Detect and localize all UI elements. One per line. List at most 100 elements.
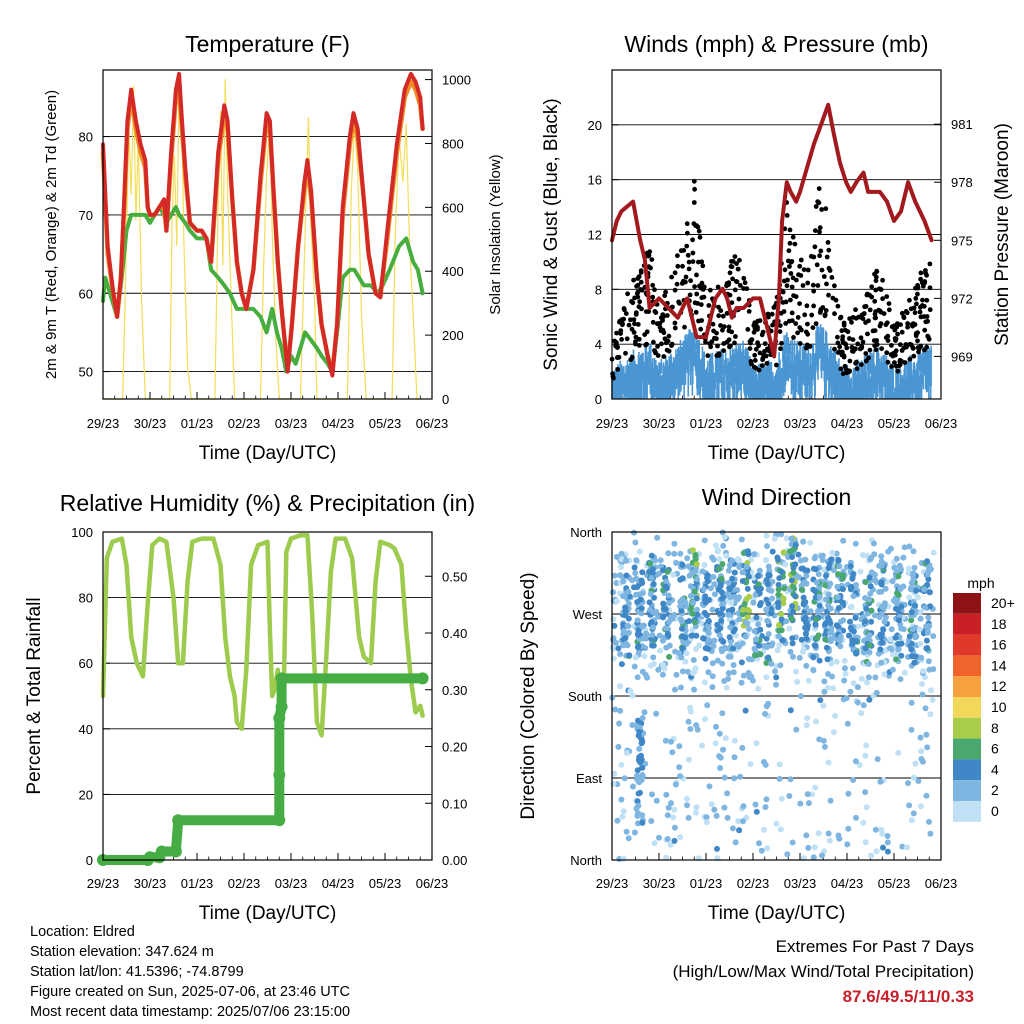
wind-gust-point xyxy=(817,225,823,231)
wind-gust-point xyxy=(803,345,809,351)
wind-gust-point xyxy=(917,309,923,315)
wind-direction-point xyxy=(691,619,698,626)
wind-direction-point xyxy=(929,696,936,703)
wind-gust-point xyxy=(684,221,690,227)
wind-gust-point xyxy=(862,304,867,310)
wind-direction-point xyxy=(626,593,633,600)
wind-direction-point xyxy=(757,626,764,633)
wind-direction-point xyxy=(634,617,641,624)
wind-direction-point xyxy=(793,726,800,733)
wind-direction-point xyxy=(908,699,915,706)
wind-direction-point xyxy=(865,661,872,667)
wind-gust-point xyxy=(809,312,815,318)
wind-gust-point xyxy=(716,351,722,356)
wind-direction-point xyxy=(825,759,832,766)
wind-direction-point xyxy=(773,674,780,681)
wind-direction-point xyxy=(771,535,778,542)
wind-direction-point xyxy=(866,596,872,603)
wind-gust-point xyxy=(672,320,678,326)
legend-swatch xyxy=(953,759,981,781)
wind-direction-point xyxy=(739,611,746,618)
wind-direction-point xyxy=(898,652,905,659)
wind-direction-point xyxy=(854,684,861,691)
wind-direction-point xyxy=(665,600,672,607)
x-tick-label: 06/23 xyxy=(925,876,958,891)
wind-direction-point xyxy=(669,749,676,756)
wind-direction-point xyxy=(757,651,764,658)
wind-direction-point xyxy=(803,832,810,839)
wind-gust-point xyxy=(610,374,616,379)
wind-direction-point xyxy=(659,671,666,678)
wind-gust-point xyxy=(781,278,787,284)
wind-direction-point xyxy=(872,826,879,833)
wind-direction-point xyxy=(911,659,918,666)
wind-direction-point xyxy=(653,797,660,804)
wind-direction-point xyxy=(618,796,625,803)
wind-direction-point xyxy=(895,592,902,599)
wind-direction-point xyxy=(610,616,617,623)
wind-direction-point xyxy=(725,653,732,660)
wind-direction-point xyxy=(762,710,768,717)
wind-direction-point xyxy=(923,637,930,644)
wind-direction-point xyxy=(797,693,804,700)
wind-direction-point xyxy=(726,586,733,593)
wind-gust-point xyxy=(915,338,920,344)
wind-gust-point xyxy=(771,305,777,310)
legend-label: 20+ xyxy=(991,595,1015,611)
wind-direction-point xyxy=(753,636,759,643)
wind-direction-point xyxy=(676,650,683,657)
x-tick-label: 04/23 xyxy=(322,416,355,431)
wind-gust-point xyxy=(850,315,856,320)
wind-gust-point xyxy=(699,280,705,286)
wind-direction-point xyxy=(901,669,908,676)
wind-gust-point xyxy=(788,297,793,303)
wind-direction-point xyxy=(841,657,848,664)
wind-gust-point xyxy=(654,321,660,327)
wind-direction-point xyxy=(613,580,620,586)
wind-direction-point xyxy=(852,614,859,621)
wind-gust-point xyxy=(804,303,810,309)
wind-gust-point xyxy=(924,297,930,303)
wind-direction-point xyxy=(684,555,691,562)
wind-direction-point xyxy=(868,852,875,859)
wind-direction-point xyxy=(660,600,667,607)
wind-direction-point xyxy=(691,686,698,693)
wind-direction-point xyxy=(745,551,752,558)
wind-gust-point xyxy=(810,325,816,330)
wind-gust-point xyxy=(837,344,843,350)
wind-gust-point xyxy=(783,299,789,305)
wind-direction-point xyxy=(867,583,874,590)
wind-direction-point xyxy=(811,555,818,562)
wind-direction-point xyxy=(623,828,630,835)
wind-gust-point xyxy=(700,287,706,292)
wind-direction-point xyxy=(738,679,745,686)
wind-direction-point xyxy=(874,756,881,763)
wind-gust-point xyxy=(784,213,790,218)
relative-humidity-line xyxy=(100,533,425,738)
wind-direction-point xyxy=(925,614,932,621)
y2-tick-label: 0.50 xyxy=(442,569,467,584)
wind-direction-point xyxy=(840,537,847,544)
wind-gust-point xyxy=(635,289,641,295)
wind-gust-point xyxy=(635,322,641,327)
wind-direction-point xyxy=(636,724,643,731)
wind-direction-point xyxy=(752,801,759,808)
wind-direction-point xyxy=(924,629,931,636)
wind-direction-point xyxy=(707,585,714,592)
wind-gust-point xyxy=(694,272,699,278)
wind-direction-point xyxy=(618,550,625,557)
wind-direction-point xyxy=(657,557,664,564)
wind-gust-point xyxy=(838,315,843,321)
wind-gust-point xyxy=(907,356,913,362)
wind-gust-point xyxy=(631,277,636,283)
wind-direction-point xyxy=(912,760,919,767)
legend-label: 6 xyxy=(991,741,999,757)
wind-gust-point xyxy=(710,321,716,327)
wind-direction-point xyxy=(833,622,840,629)
wind-direction-point xyxy=(868,618,875,625)
wind-direction-point xyxy=(751,628,758,635)
wind-gust-point xyxy=(688,278,693,284)
wind-gust-point xyxy=(614,330,619,336)
wind-gust-point xyxy=(889,364,894,369)
wind-direction-point xyxy=(926,589,933,596)
